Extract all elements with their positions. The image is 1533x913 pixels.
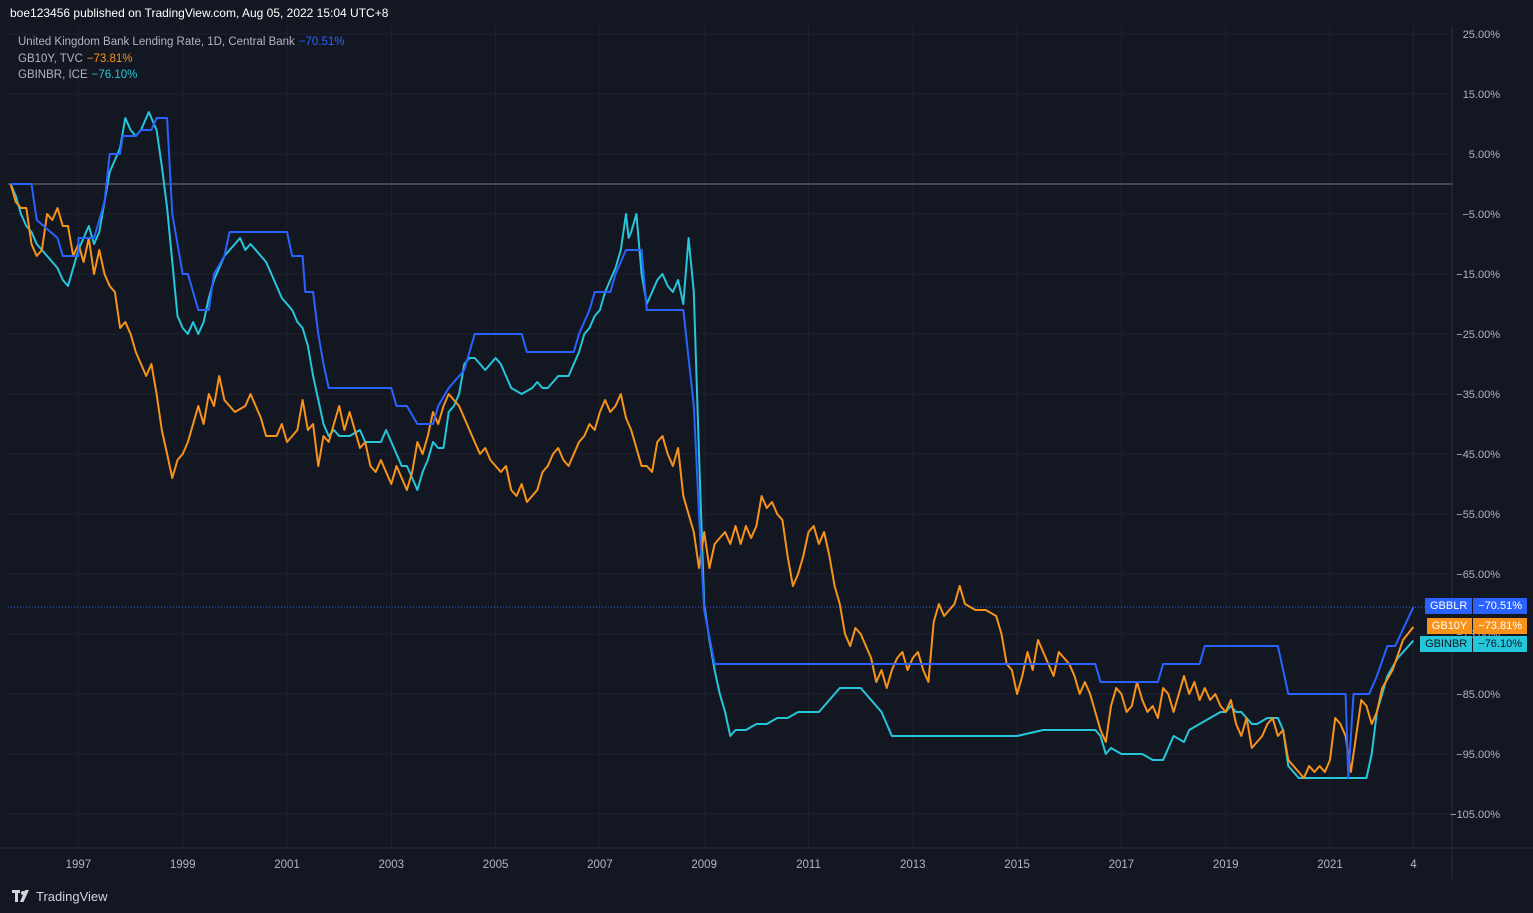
legend-value: −76.10%	[91, 69, 138, 81]
price-badge-gb10y: GB10Y −73.81%	[1426, 618, 1527, 634]
badge-symbol: GB10Y	[1426, 618, 1473, 634]
legend-item-gb10y[interactable]: GB10Y, TVC −73.81%	[18, 51, 345, 68]
x-tick-label: 2011	[796, 859, 821, 871]
y-tick-label: 15.00%	[1463, 89, 1501, 101]
x-tick-label: 2003	[379, 859, 405, 871]
x-tick-label: 2009	[691, 859, 717, 871]
series-line-gbinbr	[9, 111, 1415, 779]
x-tick-label: 2005	[483, 859, 509, 871]
legend-value: −70.51%	[298, 36, 345, 48]
tradingview-logo-icon[interactable]	[12, 889, 32, 903]
x-tick-label: 1999	[170, 859, 196, 871]
legend-label: GBINBR, ICE	[18, 69, 88, 81]
x-tick-label: 2015	[1004, 859, 1030, 871]
chart-canvas[interactable]: 25.00% 15.00% 5.00% −5.00% −15.00% −25.00% −35…	[0, 0, 1533, 879]
publish-header: boe123456 published on TradingView.com, …	[0, 0, 1533, 26]
series-line-gb10y	[9, 183, 1415, 779]
badge-value: −73.81%	[1473, 618, 1527, 634]
y-tick-label: 5.00%	[1469, 149, 1500, 161]
y-tick-label: −35.00%	[1456, 389, 1500, 401]
y-tick-label: 25.00%	[1463, 29, 1501, 41]
x-tick-label: 2017	[1109, 859, 1135, 871]
y-tick-label: −85.00%	[1456, 689, 1500, 701]
series-line-gbblr	[10, 117, 1415, 779]
x-tick-label: 2019	[1213, 859, 1239, 871]
legend-label: GB10Y, TVC	[18, 52, 83, 65]
x-tick-label: 2007	[587, 859, 613, 871]
legend-item-gbinbr[interactable]: GBINBR, ICE −76.10%	[18, 67, 345, 84]
badge-value: −70.51%	[1473, 598, 1527, 614]
y-tick-label: −15.00%	[1456, 269, 1500, 281]
y-tick-label: −45.00%	[1456, 449, 1500, 461]
legend-label: United Kingdom Bank Lending Rate, 1D, Ce…	[18, 36, 295, 48]
price-badge-gbblr: GBBLR −70.51%	[1424, 598, 1527, 614]
price-badge-gbinbr: GBINBR −76.10%	[1420, 636, 1527, 652]
chart-legend: United Kingdom Bank Lending Rate, 1D, Ce…	[18, 34, 345, 84]
x-tick-label: 2013	[900, 859, 926, 871]
series-layer	[9, 111, 1415, 779]
y-tick-label: −5.00%	[1462, 209, 1500, 221]
y-tick-label: −95.00%	[1456, 749, 1500, 761]
legend-value: −73.81%	[86, 52, 133, 65]
x-tick-label: 2001	[274, 859, 300, 871]
x-tick-label: 4	[1410, 859, 1417, 871]
x-tick-label: 2021	[1317, 859, 1343, 871]
y-tick-label: −65.00%	[1456, 569, 1500, 581]
footer: TradingView	[0, 879, 1533, 913]
badge-value: −76.10%	[1473, 636, 1527, 652]
badge-symbol: GBINBR	[1420, 636, 1473, 652]
badge-symbol: GBBLR	[1424, 598, 1473, 614]
y-tick-label: −55.00%	[1456, 509, 1500, 521]
price-axis[interactable]: 25.00% 15.00% 5.00% −5.00% −15.00% −25.00% −35…	[1450, 29, 1500, 821]
legend-item-gbblr[interactable]: United Kingdom Bank Lending Rate, 1D, Ce…	[18, 34, 345, 51]
grid	[8, 26, 1452, 848]
y-tick-label: −105.00%	[1450, 809, 1500, 821]
y-tick-label: −25.00%	[1456, 329, 1500, 341]
brand-name: TradingView	[36, 888, 108, 904]
x-tick-label: 1997	[66, 859, 92, 871]
time-axis[interactable]: 1997 1999 2001 2003 2005 2007 2009 2011 2013 2015…	[66, 859, 1418, 871]
